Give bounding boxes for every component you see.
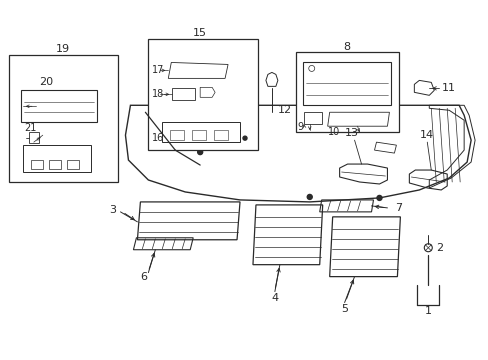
- Text: 8: 8: [343, 41, 349, 51]
- Text: 14: 14: [419, 130, 433, 140]
- Circle shape: [376, 195, 381, 201]
- Text: 10: 10: [327, 127, 339, 137]
- Text: 13: 13: [344, 128, 358, 138]
- Circle shape: [306, 194, 312, 199]
- Text: 18: 18: [152, 89, 164, 99]
- Text: 11: 11: [441, 84, 455, 93]
- Circle shape: [197, 150, 202, 154]
- Text: 4: 4: [271, 293, 278, 302]
- Circle shape: [243, 136, 246, 140]
- Text: 17: 17: [152, 66, 164, 76]
- Text: 12: 12: [277, 105, 291, 115]
- Text: 6: 6: [140, 272, 146, 282]
- Text: 15: 15: [193, 28, 207, 37]
- Text: 20: 20: [39, 77, 53, 87]
- Text: 3: 3: [109, 205, 116, 215]
- Text: 1: 1: [424, 306, 431, 316]
- Polygon shape: [295, 53, 399, 132]
- Text: 9: 9: [297, 122, 304, 132]
- Text: 16: 16: [152, 133, 164, 143]
- Text: 21: 21: [24, 123, 36, 133]
- Text: 19: 19: [56, 44, 70, 54]
- Text: 5: 5: [341, 303, 347, 314]
- Polygon shape: [9, 55, 118, 182]
- Circle shape: [163, 141, 167, 147]
- Text: 7: 7: [395, 203, 402, 213]
- Text: 2: 2: [435, 243, 443, 253]
- Polygon shape: [148, 39, 258, 150]
